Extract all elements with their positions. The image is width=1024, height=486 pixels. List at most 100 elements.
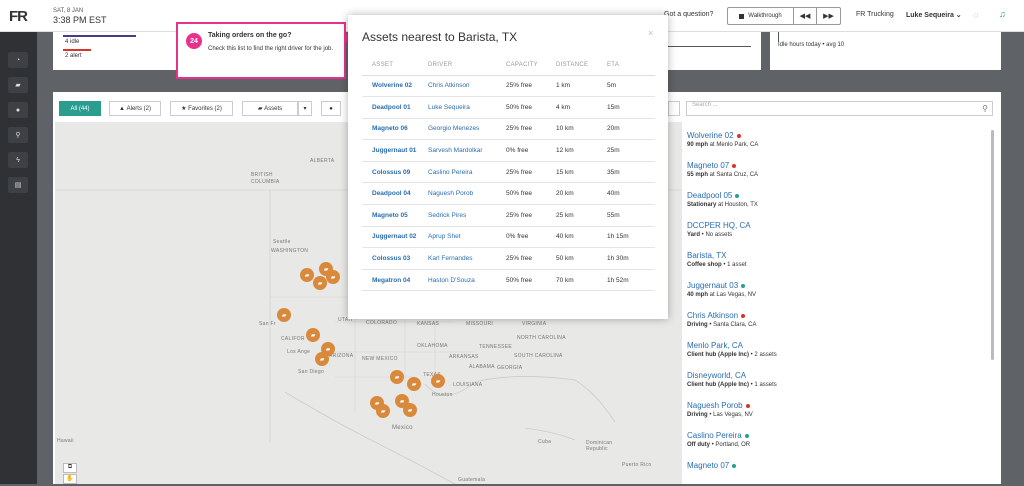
user-menu[interactable]: Luke Sequeira ⌄ xyxy=(906,12,962,19)
asset-link[interactable]: Wolverine 02 xyxy=(362,75,428,98)
map-label: TENNESSEE xyxy=(479,344,512,350)
truck-marker[interactable]: ▰ xyxy=(306,328,320,342)
list-item[interactable]: Deadpool 05 Stationary at Houston, TX xyxy=(687,186,987,216)
truck-marker[interactable]: ▰ xyxy=(376,404,390,418)
filter-bar: All (44) ▲ Alerts (2) ★ Favorites (2) ▰ … xyxy=(53,92,1001,122)
list-item-detail: • 1 asset xyxy=(721,262,747,268)
list-item-name: Caslino Pereira xyxy=(687,431,742,440)
location-icon[interactable]: ⚲ xyxy=(8,127,28,143)
list-scrollbar[interactable] xyxy=(991,130,994,360)
list-item[interactable]: Menlo Park, CA Client hub (Apple Inc) • 2… xyxy=(687,336,987,366)
capacity-cell: 50% free xyxy=(506,269,556,292)
reports-icon[interactable]: ▤ xyxy=(8,177,28,193)
driver-link[interactable]: Sarvesh Mardolkar xyxy=(428,139,506,162)
table-row[interactable]: Magneto 06 Georgio Menezes 25% free 10 km 20… xyxy=(362,118,655,141)
chat-icon[interactable]: ◌ xyxy=(973,10,979,20)
driver-link[interactable]: Naguesh Porob xyxy=(428,182,506,206)
walkthrough-next-button[interactable]: ▶▶ xyxy=(823,13,834,20)
list-item-detail: at Santa Cruz, CA xyxy=(708,172,759,178)
truck-marker[interactable]: ▰ xyxy=(403,403,417,417)
map-label: GEORGIA xyxy=(497,365,523,371)
bell-icon[interactable]: ♫ xyxy=(999,9,1006,19)
table-row[interactable]: Colossus 09 Caslino Pereira 25% free 15 km 3… xyxy=(362,161,655,184)
filter-all-button[interactable]: All (44) xyxy=(59,101,101,116)
walkthrough-tooltip: 24 Taking orders on the go? Check this l… xyxy=(176,22,346,79)
nearest-assets-table: ASSET DRIVER CAPACITY DISTANCE ETA Wolve… xyxy=(362,55,655,292)
list-item[interactable]: Disneyworld, CA Client hub (Apple Inc) • … xyxy=(687,366,987,396)
table-row[interactable]: Deadpool 04 Naguesh Porob 50% free 20 km 40m xyxy=(362,182,655,206)
driver-link[interactable]: Georgio Menezes xyxy=(428,118,506,141)
table-row[interactable]: Deadpool 01 Luke Sequeira 50% free 4 km 15m xyxy=(362,96,655,119)
list-item[interactable]: Barista, TX Coffee shop • 1 asset xyxy=(687,246,987,276)
list-item-detail: • 2 assets xyxy=(749,352,777,358)
asset-link[interactable]: Colossus 09 xyxy=(362,161,428,184)
table-row[interactable]: Magneto 05 Sedrick Pires 25% free 25 km 55m xyxy=(362,204,655,227)
filter-drivers-button[interactable]: ● xyxy=(321,101,341,116)
truck-marker[interactable]: ▰ xyxy=(313,276,327,290)
table-row[interactable]: Megatron 04 Haston D'Souza 50% free 70 km 1h… xyxy=(362,269,655,292)
asset-link[interactable]: Magneto 06 xyxy=(362,118,428,141)
capacity-cell: 25% free xyxy=(506,204,556,227)
map-label: Puerto Rico xyxy=(622,462,652,468)
filter-favorites-button[interactable]: ★ Favorites (2) xyxy=(170,101,233,116)
driver-link[interactable]: Chris Atkinson xyxy=(428,75,506,98)
truck-marker[interactable]: ▰ xyxy=(390,370,404,384)
drivers-icon[interactable]: ● xyxy=(8,102,28,118)
table-row[interactable]: Juggernaut 01 Sarvesh Mardolkar 0% free 12 … xyxy=(362,139,655,162)
driver-link[interactable]: Sedrick Pires xyxy=(428,204,506,227)
capacity-cell: 0% free xyxy=(506,226,556,249)
asset-link[interactable]: Megatron 04 xyxy=(362,269,428,292)
asset-link[interactable]: Colossus 03 xyxy=(362,247,428,270)
list-item[interactable]: Juggernaut 03 40 mph at Las Vegas, NV xyxy=(687,276,987,306)
list-item-name: Wolverine 02 xyxy=(687,131,734,140)
walkthrough-button[interactable]: Walkthrough xyxy=(728,8,794,24)
map-label: Cuba xyxy=(538,439,552,445)
driver-link[interactable]: Aprup Shet xyxy=(428,226,506,249)
asset-link[interactable]: Deadpool 04 xyxy=(362,182,428,206)
truck-marker[interactable]: ▰ xyxy=(277,308,291,322)
truck-marker[interactable]: ▰ xyxy=(407,377,421,391)
driver-link[interactable]: Karl Fernandes xyxy=(428,247,506,270)
distance-cell: 12 km xyxy=(556,139,607,162)
asset-link[interactable]: Deadpool 01 xyxy=(362,96,428,119)
list-item[interactable]: Chris Atkinson Driving • Santa Clara, CA xyxy=(687,306,987,336)
assets-dropdown-button[interactable]: ▾ xyxy=(298,101,312,116)
driver-link[interactable]: Caslino Pereira xyxy=(428,161,506,184)
help-link[interactable]: Got a question? xyxy=(664,11,714,18)
truck-marker[interactable]: ▰ xyxy=(326,270,340,284)
truck-marker[interactable]: ▰ xyxy=(315,352,329,366)
filter-assets-button[interactable]: ▰ Assets xyxy=(242,101,298,116)
map-pan-button[interactable]: ✋ xyxy=(63,474,77,484)
list-item[interactable]: DCCPER HQ, CA Yard • No assets xyxy=(687,216,987,246)
asset-link[interactable]: Juggernaut 02 xyxy=(362,226,428,249)
app-logo[interactable]: FR xyxy=(9,8,28,25)
capacity-cell: 50% free xyxy=(506,182,556,206)
truck-marker[interactable]: ▰ xyxy=(431,374,445,388)
asset-link[interactable]: Juggernaut 01 xyxy=(362,139,428,162)
filter-more-button[interactable] xyxy=(668,101,680,116)
truck-marker[interactable]: ▰ xyxy=(300,268,314,282)
map-layers-button[interactable]: ⧉ xyxy=(63,463,77,473)
close-icon[interactable]: × xyxy=(648,28,654,38)
trucks-icon[interactable]: ▰ xyxy=(8,77,28,93)
asset-link[interactable]: Magneto 05 xyxy=(362,204,428,227)
table-row[interactable]: Colossus 03 Karl Fernandes 25% free 50 km 1h… xyxy=(362,247,655,270)
driver-link[interactable]: Haston D'Souza xyxy=(428,269,506,292)
energy-icon[interactable]: ϟ xyxy=(8,152,28,168)
idle-bar xyxy=(63,35,136,37)
table-row[interactable]: Juggernaut 02 Aprup Shet 0% free 40 km 1h 15… xyxy=(362,226,655,249)
list-item[interactable]: Wolverine 02 90 mph at Menlo Park, CA xyxy=(687,126,987,156)
table-row[interactable]: Wolverine 02 Chris Atkinson 25% free 1 km 5m xyxy=(362,75,655,98)
walkthrough-prev-button[interactable]: ◀◀ xyxy=(794,8,817,24)
driver-link[interactable]: Luke Sequeira xyxy=(428,96,506,119)
list-item[interactable]: Naguesh Porob Driving • Las Vegas, NV xyxy=(687,396,987,426)
list-item[interactable]: Magneto 07 xyxy=(687,456,987,486)
company-name[interactable]: FR Trucking xyxy=(856,11,894,18)
distance-cell: 1 km xyxy=(556,75,607,98)
filter-alerts-button[interactable]: ▲ Alerts (2) xyxy=(109,101,161,116)
list-item[interactable]: Caslino Pereira Off duty • Portland, OR xyxy=(687,426,987,456)
dashboard-icon[interactable]: ◔ xyxy=(8,52,28,68)
map-label: Dominican Republic xyxy=(586,440,613,452)
list-item[interactable]: Magneto 07 55 mph at Santa Cruz, CA xyxy=(687,156,987,186)
search-input[interactable]: Search ... ⚲ xyxy=(686,101,993,116)
